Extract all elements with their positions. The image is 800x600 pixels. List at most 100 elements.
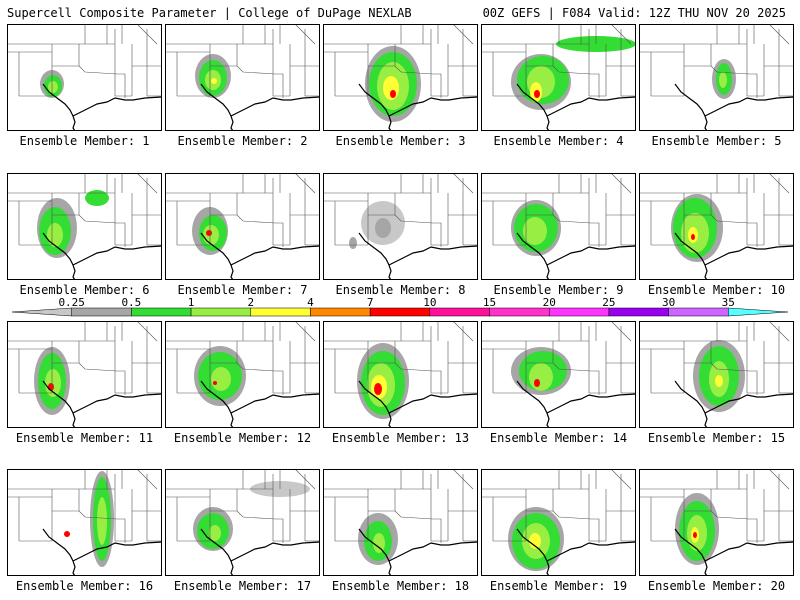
state-border bbox=[552, 510, 592, 520]
coastline bbox=[674, 380, 794, 428]
map-frame bbox=[165, 24, 320, 131]
map-frame bbox=[323, 24, 478, 131]
map-frame bbox=[639, 321, 794, 428]
state-border bbox=[394, 362, 434, 372]
member-caption: Ensemble Member: 8 bbox=[335, 283, 466, 297]
state-border bbox=[236, 510, 276, 520]
legend-swatch bbox=[12, 307, 72, 317]
legend-label: 25 bbox=[602, 296, 616, 309]
coastline bbox=[516, 528, 636, 576]
state-border bbox=[394, 65, 434, 75]
scp-contour bbox=[206, 230, 212, 236]
state-border bbox=[117, 518, 126, 543]
legend-label: 0.5 bbox=[121, 296, 142, 309]
state-border bbox=[117, 222, 126, 247]
legend-swatch bbox=[250, 307, 311, 317]
member-map-18 bbox=[323, 469, 478, 576]
state-border bbox=[552, 362, 592, 372]
legend-label: 4 bbox=[307, 296, 314, 309]
map-frame bbox=[7, 469, 162, 576]
scp-contour bbox=[47, 223, 63, 247]
legend-swatch bbox=[310, 307, 371, 317]
state-border bbox=[275, 222, 284, 247]
coastline bbox=[200, 380, 320, 428]
state-border bbox=[768, 469, 790, 490]
legend-label: 0.25 bbox=[58, 296, 85, 309]
member-caption: Ensemble Member: 1 bbox=[19, 134, 150, 148]
state-border bbox=[275, 73, 284, 98]
state-border bbox=[78, 362, 118, 372]
member-map-7 bbox=[165, 173, 320, 280]
legend-swatch bbox=[369, 307, 431, 317]
state-border bbox=[591, 370, 600, 395]
scp-contour bbox=[693, 532, 697, 538]
map-frame bbox=[481, 469, 636, 576]
state-border bbox=[433, 222, 442, 247]
scp-contour bbox=[349, 237, 357, 249]
state-border bbox=[452, 469, 474, 490]
scp-contour bbox=[529, 363, 553, 391]
state-border bbox=[749, 370, 758, 395]
state-border bbox=[294, 173, 316, 194]
state-border bbox=[591, 518, 600, 543]
scp-contour bbox=[211, 367, 231, 391]
coastline bbox=[516, 380, 636, 428]
state-border bbox=[78, 510, 118, 520]
member-caption: Ensemble Member: 19 bbox=[489, 579, 628, 593]
legend-label: 1 bbox=[187, 296, 195, 309]
scp-contour bbox=[48, 81, 58, 93]
map-frame bbox=[481, 173, 636, 280]
member-caption: Ensemble Member: 14 bbox=[489, 431, 628, 445]
legend-swatch bbox=[489, 307, 550, 317]
member-map-15 bbox=[639, 321, 794, 428]
legend-swatch bbox=[71, 307, 132, 317]
state-border bbox=[591, 222, 600, 247]
member-map-1 bbox=[7, 24, 162, 131]
state-border bbox=[749, 518, 758, 543]
state-border bbox=[749, 73, 758, 98]
coastline bbox=[516, 232, 636, 280]
member-map-16 bbox=[7, 469, 162, 576]
member-caption: Ensemble Member: 5 bbox=[651, 134, 782, 148]
scp-contour bbox=[209, 525, 221, 541]
coastline bbox=[516, 83, 636, 131]
map-frame bbox=[481, 321, 636, 428]
state-border bbox=[552, 214, 592, 224]
map-frame bbox=[639, 24, 794, 131]
member-map-10 bbox=[639, 173, 794, 280]
member-map-12 bbox=[165, 321, 320, 428]
map-frame bbox=[481, 24, 636, 131]
map-frame bbox=[7, 24, 162, 131]
state-border bbox=[768, 24, 790, 45]
member-caption: Ensemble Member: 6 bbox=[19, 283, 150, 297]
member-caption: Ensemble Member: 11 bbox=[15, 431, 154, 445]
state-border bbox=[452, 173, 474, 194]
state-border bbox=[452, 24, 474, 45]
coastline bbox=[674, 83, 794, 131]
map-frame bbox=[7, 321, 162, 428]
scp-contour bbox=[211, 78, 217, 84]
member-caption: Ensemble Member: 9 bbox=[493, 283, 624, 297]
coastline bbox=[674, 232, 794, 280]
scp-contour bbox=[45, 369, 61, 397]
state-border bbox=[294, 469, 316, 490]
scp-contour bbox=[373, 533, 385, 553]
run-valid-time: 00Z GEFS | F084 Valid: 12Z THU NOV 20 20… bbox=[482, 6, 786, 20]
member-map-5 bbox=[639, 24, 794, 131]
scp-contour bbox=[375, 218, 391, 238]
state-border bbox=[275, 518, 284, 543]
state-border bbox=[591, 73, 600, 98]
legend-label: 35 bbox=[721, 296, 735, 309]
state-border bbox=[136, 173, 158, 194]
member-caption: Ensemble Member: 2 bbox=[177, 134, 308, 148]
scp-contour bbox=[691, 234, 695, 240]
member-caption: Ensemble Member: 4 bbox=[493, 134, 624, 148]
map-frame bbox=[323, 469, 478, 576]
state-border bbox=[433, 518, 442, 543]
map-frame bbox=[165, 321, 320, 428]
map-frame bbox=[639, 173, 794, 280]
legend-label: 7 bbox=[366, 296, 374, 309]
state-border bbox=[749, 222, 758, 247]
member-caption: Ensemble Member: 12 bbox=[173, 431, 312, 445]
member-map-4 bbox=[481, 24, 636, 131]
